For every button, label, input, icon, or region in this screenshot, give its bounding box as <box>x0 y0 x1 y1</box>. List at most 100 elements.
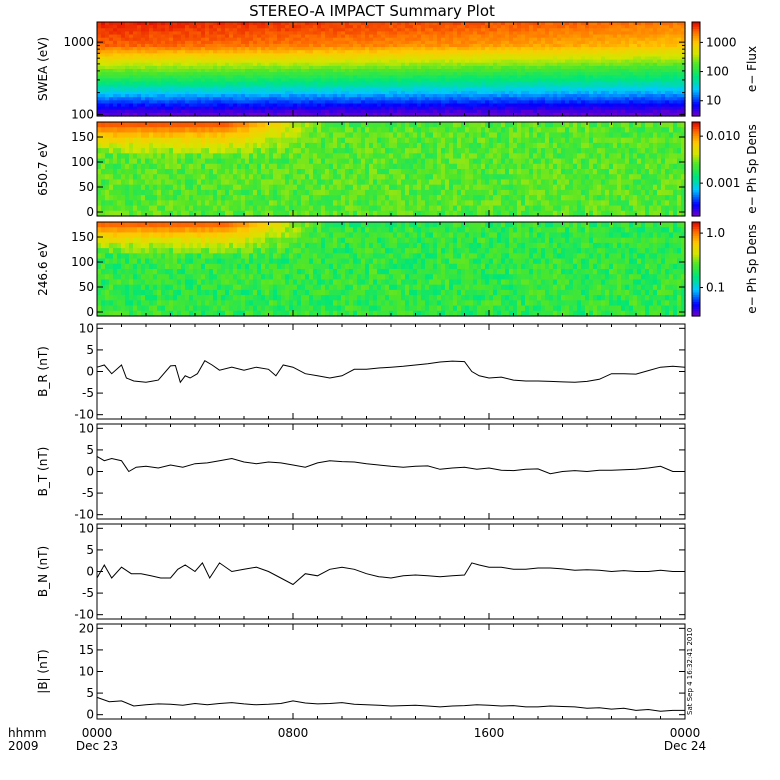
spectrogram-cell <box>493 103 498 108</box>
spectrogram-cell <box>401 43 406 48</box>
spectrogram-cell <box>369 84 374 89</box>
spectrogram-cell <box>537 106 542 111</box>
spectrogram-cell <box>141 31 146 36</box>
spectrogram-cell <box>325 34 330 39</box>
spectrogram-cell <box>469 103 474 108</box>
spectrogram-cell <box>125 127 130 134</box>
spectrogram-cell <box>369 103 374 108</box>
spectrogram-cell <box>445 94 450 98</box>
spectrogram-cell <box>629 50 634 54</box>
spectrogram-cell <box>673 87 678 92</box>
spectrogram-cell <box>269 53 274 58</box>
spectrogram-cell <box>497 28 502 32</box>
spectrogram-cell <box>661 50 666 54</box>
spectrogram-cell <box>473 75 478 79</box>
spectrogram-cell <box>177 169 182 175</box>
spectrogram-cell <box>265 34 270 39</box>
spectrogram-cell <box>425 50 430 54</box>
spectrogram-cell <box>517 43 522 48</box>
spectrogram-cell <box>481 62 486 67</box>
spectrogram-cell <box>429 97 434 101</box>
spectrogram-cell <box>493 112 498 117</box>
spectrogram-cell <box>101 25 106 29</box>
spectrogram-cell <box>457 56 462 61</box>
spectrogram-cell <box>465 109 470 114</box>
spectrogram-cell <box>309 22 314 26</box>
spectrogram-cell <box>165 84 170 89</box>
spectrogram-cell <box>529 34 534 39</box>
spectrogram-cell <box>165 43 170 48</box>
spectrogram-cell <box>289 75 294 79</box>
spectrogram-cell <box>681 22 686 26</box>
spectrogram-cell <box>169 148 174 154</box>
spectrogram-cell <box>321 72 326 76</box>
spectrogram-cell <box>353 34 358 39</box>
spectrogram-cell <box>373 78 378 83</box>
spectrogram-cell <box>169 47 174 51</box>
spectrogram-cell <box>613 31 618 36</box>
spectrogram-cell <box>197 169 202 175</box>
spectrogram-cell <box>349 103 354 108</box>
spectrogram-cell <box>681 94 686 98</box>
spectrogram-cell <box>217 78 222 83</box>
spectrogram-cell <box>221 72 226 76</box>
spectrogram-cell <box>449 94 454 98</box>
spectrogram-cell <box>561 94 566 98</box>
spectrogram-cell <box>237 65 242 70</box>
spectrogram-cell <box>441 75 446 79</box>
spectrogram-cell <box>441 40 446 45</box>
spectrogram-cell <box>157 109 162 114</box>
spectrogram-cell <box>117 84 122 89</box>
spectrogram-cell <box>477 78 482 83</box>
spectrogram-cell <box>485 28 490 32</box>
spectrogram-cell <box>625 100 630 105</box>
spectrogram-cell <box>621 65 626 70</box>
spectrogram-cell <box>189 65 194 70</box>
spectrogram-cell <box>413 31 418 36</box>
spectrogram-cell <box>433 56 438 61</box>
spectrogram-cell <box>165 50 170 54</box>
spectrogram-cell <box>449 112 454 117</box>
spectrogram-cell <box>553 87 558 92</box>
spectrogram-cell <box>561 100 566 105</box>
spectrogram-cell <box>437 72 442 76</box>
spectrogram-cell <box>149 97 154 101</box>
spectrogram-cell <box>525 28 530 32</box>
spectrogram-cell <box>153 81 158 86</box>
spectrogram-cell <box>529 65 534 70</box>
spectrogram-cell <box>581 37 586 42</box>
spectrogram-cell <box>533 72 538 76</box>
spectrogram-cell <box>597 59 602 64</box>
spectrogram-cell <box>613 62 618 67</box>
spectrogram-cell <box>285 59 290 64</box>
spectrogram-cell <box>393 72 398 76</box>
spectrogram-cell <box>433 65 438 70</box>
spectrogram-cell <box>357 65 362 70</box>
spectrogram-cell <box>637 65 642 70</box>
spectrogram-cell <box>137 65 142 70</box>
spectrogram-cell <box>313 40 318 45</box>
spectrogram-cell <box>253 53 258 58</box>
spectrogram-cell <box>613 65 618 70</box>
spectrogram-cell <box>129 158 134 165</box>
spectrogram-cell <box>117 137 122 144</box>
spectrogram-cell <box>453 34 458 39</box>
spectrogram-cell <box>457 103 462 108</box>
spectrogram-cell <box>361 47 366 51</box>
spectrogram-cell <box>141 205 146 212</box>
spectrogram-cell <box>449 97 454 101</box>
spectrogram-cell <box>145 40 150 45</box>
spectrogram-cell <box>537 87 542 92</box>
spectrogram-cell <box>353 28 358 32</box>
spectrogram-cell <box>489 87 494 92</box>
spectrogram-cell <box>529 106 534 111</box>
spectrogram-cell <box>97 158 102 165</box>
spectrogram-cell <box>301 90 306 95</box>
colorbar-swatch <box>692 113 700 117</box>
spectrogram-cell <box>445 25 450 29</box>
spectrogram-cell <box>305 103 310 108</box>
spectrogram-cell <box>609 81 614 86</box>
spectrogram-cell <box>193 72 198 76</box>
spectrogram-cell <box>557 106 562 111</box>
spectrogram-cell <box>529 37 534 42</box>
